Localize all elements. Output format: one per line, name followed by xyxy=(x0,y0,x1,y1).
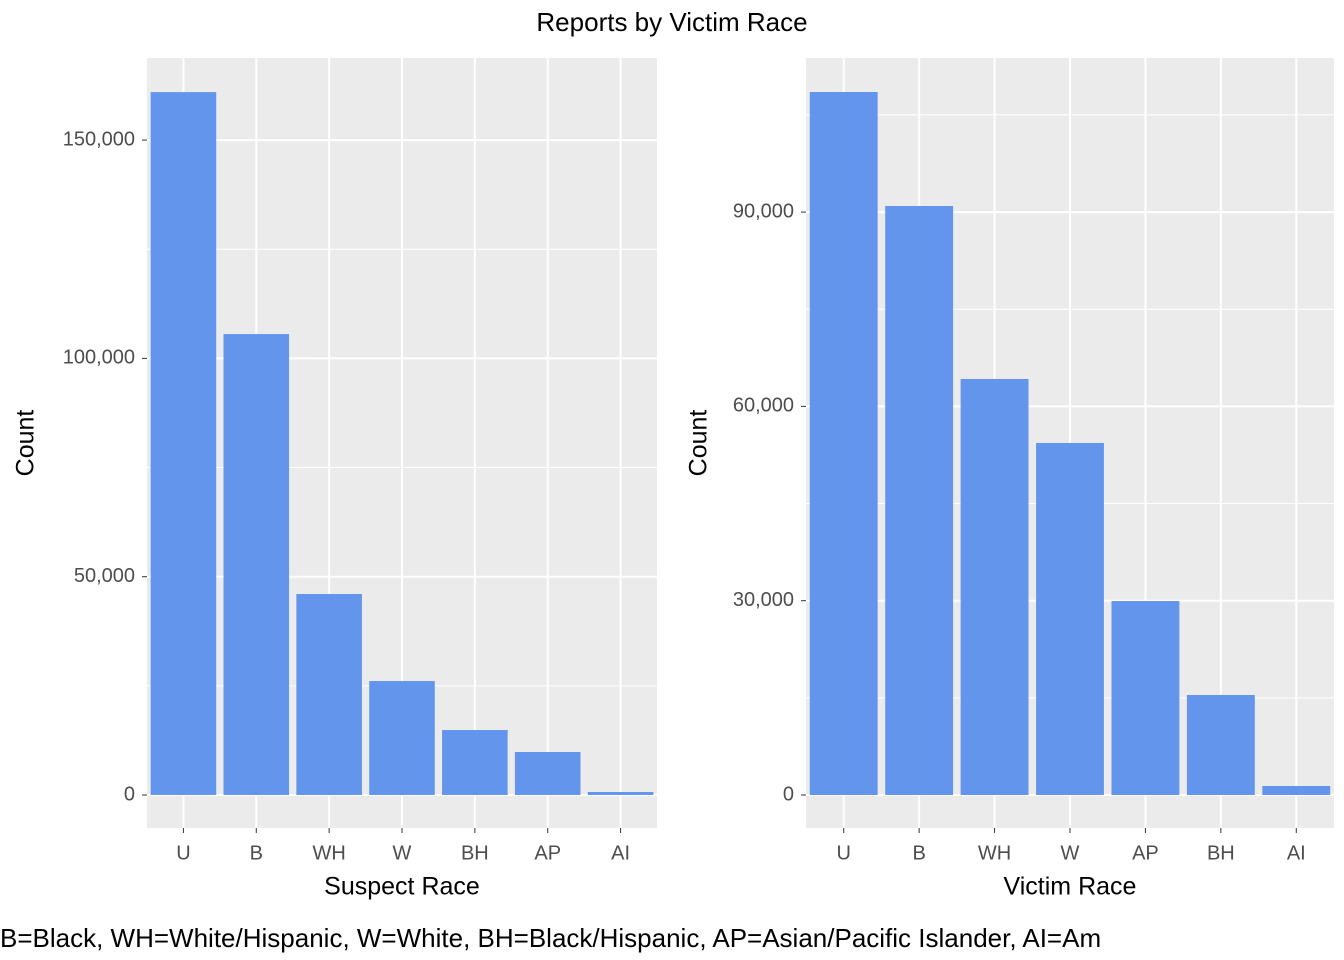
x-tick-label: AP xyxy=(534,842,561,864)
bar xyxy=(1262,785,1331,796)
bar xyxy=(1186,694,1255,796)
y-tick-label: 90,000 xyxy=(733,200,794,222)
bar xyxy=(885,205,954,796)
bar xyxy=(296,594,362,795)
y-tick-label: 0 xyxy=(124,783,135,805)
bar xyxy=(150,92,217,795)
y-axis-title: Count xyxy=(685,410,713,477)
bar xyxy=(809,92,878,796)
y-tick-label: 50,000 xyxy=(74,565,135,587)
y-tick-label: 0 xyxy=(783,783,794,805)
x-tick-label: AI xyxy=(1287,842,1306,864)
y-tick-label: 30,000 xyxy=(733,589,794,611)
x-tick-label: W xyxy=(1061,842,1080,864)
x-tick-label: BH xyxy=(1207,842,1235,864)
figure-title: Reports by Victim Race xyxy=(536,7,807,37)
x-tick-label: U xyxy=(176,842,190,864)
bar xyxy=(1036,442,1104,796)
x-tick-label: AI xyxy=(611,842,630,864)
x-axis-title: Suspect Race xyxy=(324,873,480,901)
x-tick-label: BH xyxy=(461,842,489,864)
bar xyxy=(960,378,1029,796)
y-axis-title: Count xyxy=(12,410,40,477)
bar xyxy=(369,681,435,795)
x-tick-label: W xyxy=(393,842,412,864)
y-tick-label: 60,000 xyxy=(733,395,794,417)
caption: B=Black, WH=White/Hispanic, W=White, BH=… xyxy=(0,923,1101,953)
x-axis-title: Victim Race xyxy=(1004,873,1137,901)
x-tick-label: WH xyxy=(978,842,1011,864)
bar xyxy=(223,334,290,795)
bar xyxy=(1111,601,1180,796)
bar xyxy=(587,791,654,795)
bar xyxy=(514,751,581,795)
x-tick-label: B xyxy=(250,842,263,864)
x-tick-label: B xyxy=(912,842,925,864)
bar xyxy=(442,730,508,795)
x-tick-label: AP xyxy=(1132,842,1159,864)
x-tick-label: U xyxy=(836,842,850,864)
y-tick-label: 150,000 xyxy=(63,128,135,150)
y-tick-label: 100,000 xyxy=(63,347,135,369)
x-tick-label: WH xyxy=(312,842,345,864)
